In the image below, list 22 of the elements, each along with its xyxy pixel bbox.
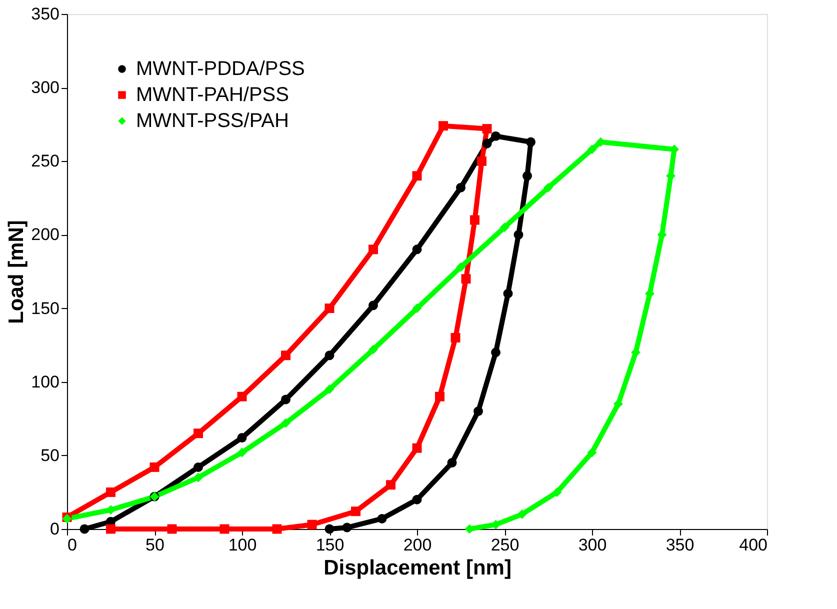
x-tick-label: 400	[739, 536, 768, 554]
y-tick-label: 200	[31, 225, 60, 244]
x-tick-label: 300	[578, 536, 607, 554]
legend-label: MWNT-PSS/PAH	[136, 110, 289, 132]
legend-label: MWNT-PAH/PSS	[136, 84, 289, 106]
x-tick-label: 0	[68, 536, 77, 554]
y-tick-label: 300	[31, 78, 60, 98]
y-tick-label: 250	[31, 152, 60, 171]
y-tick-label: 0	[50, 520, 60, 538]
y-tick-label: 100	[31, 372, 60, 392]
x-tick-label: 250	[490, 536, 520, 554]
y-tick-label: 350	[31, 4, 60, 24]
x-tick-label: 350	[666, 536, 694, 554]
x-tick-label: 150	[316, 536, 344, 554]
legend-label: MWNT-PDDA/PSS	[136, 58, 305, 80]
x-tick-label: 50	[146, 536, 164, 554]
y-tick-label: 150	[31, 298, 60, 318]
x-axis-title: Displacement [nm]	[324, 556, 512, 580]
y-tick-label: 50	[40, 446, 60, 465]
x-tick-label: 200	[403, 536, 432, 554]
x-tick-label: 100	[228, 536, 257, 554]
y-axis-title: Load [mN]	[5, 220, 28, 324]
